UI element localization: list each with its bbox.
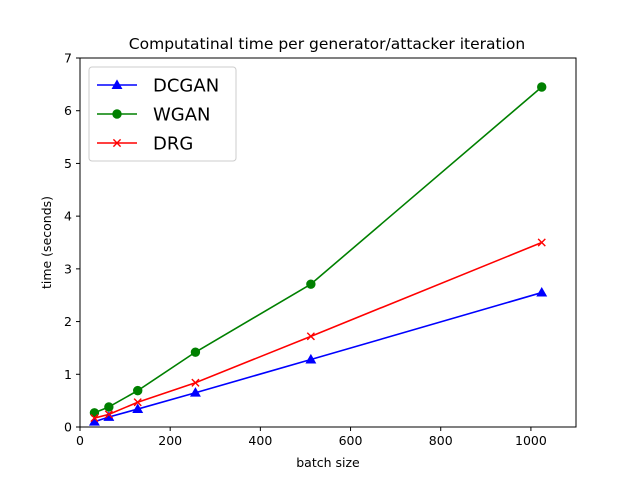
data-point-wgan <box>133 385 143 396</box>
x-tick-label: 0 <box>76 433 84 448</box>
y-tick-label: 2 <box>64 314 72 329</box>
data-point-drg <box>90 413 99 423</box>
data-point-dcgan <box>305 353 317 364</box>
y-tick-label: 1 <box>64 367 72 382</box>
legend-label-wgan: WGAN <box>153 105 211 126</box>
x-tick-label: 200 <box>158 433 182 448</box>
data-point-dcgan <box>132 403 144 414</box>
y-tick-label: 5 <box>64 156 72 171</box>
y-tick-label: 7 <box>64 51 72 66</box>
plot-frame <box>79 57 577 428</box>
series-line-dcgan <box>94 291 542 423</box>
data-point-wgan <box>190 347 201 357</box>
legend: DCGAN WGAN DRG <box>88 66 237 162</box>
data-point-dcgan <box>189 387 201 397</box>
legend-marker-drg <box>112 138 122 148</box>
data-point-wgan <box>104 402 114 412</box>
y-axis-label: time (seconds) <box>39 196 54 289</box>
y-tick-label: 0 <box>64 420 72 435</box>
data-point-wgan <box>537 82 547 92</box>
y-tick-label: 6 <box>64 103 72 118</box>
legend-label-dcgan: DCGAN <box>153 76 219 97</box>
data-point-drg <box>537 238 546 247</box>
x-tick-label: 1000 <box>515 433 547 448</box>
legend-marker-wgan <box>112 109 122 119</box>
legend-label-drg: DRG <box>153 134 193 155</box>
series-line-drg <box>94 241 543 419</box>
legend-box <box>88 66 237 162</box>
chart-title: Computatinal time per generator/attacker… <box>129 35 525 53</box>
data-point-drg <box>191 378 200 387</box>
x-tick-label: 800 <box>429 433 453 448</box>
data-point-wgan <box>89 408 100 418</box>
legend-marker-dcgan <box>111 79 123 89</box>
x-axis-label: batch size <box>296 455 360 470</box>
x-tick-label: 400 <box>248 433 272 448</box>
y-tick-label: 3 <box>64 261 72 276</box>
data-point-drg <box>133 398 142 407</box>
data-point-dcgan <box>536 286 548 297</box>
data-point-drg <box>306 332 315 341</box>
data-point-drg <box>104 410 113 419</box>
x-tick-label: 600 <box>339 433 363 448</box>
data-point-wgan <box>306 279 316 289</box>
y-tick-label: 4 <box>64 209 72 224</box>
